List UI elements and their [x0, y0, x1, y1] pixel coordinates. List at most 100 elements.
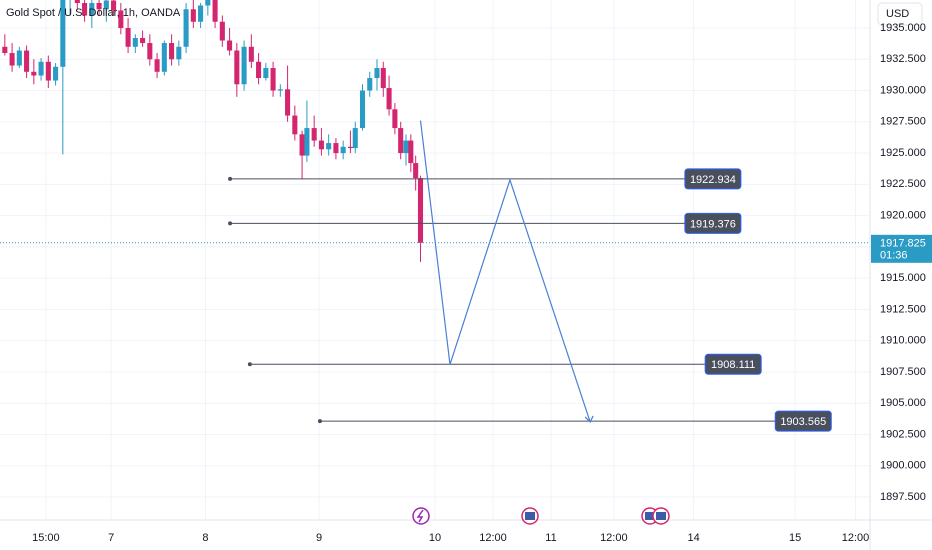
candle-body — [82, 3, 88, 16]
candle-body — [38, 61, 44, 76]
candle-body — [96, 3, 102, 10]
y-tick-label: 1897.500 — [880, 491, 926, 503]
projection-path — [419, 120, 591, 423]
candle-body — [205, 0, 211, 6]
x-tick-label: 9 — [316, 532, 322, 544]
x-tick-label: 12:00 — [600, 532, 628, 544]
x-tick-label: 11 — [545, 532, 556, 544]
candle-body — [16, 50, 22, 66]
candle-body — [347, 146, 353, 149]
candle-body — [103, 0, 109, 10]
candle-body — [132, 38, 138, 47]
candle-body — [140, 38, 146, 44]
current-price-box — [871, 234, 932, 263]
candle-body — [2, 46, 8, 54]
candle-body — [169, 43, 175, 60]
candle-body — [340, 146, 346, 154]
candle-body — [311, 128, 317, 141]
y-tick-label: 1920.000 — [880, 210, 926, 222]
y-tick-label: 1900.000 — [880, 460, 926, 472]
candle-body — [183, 9, 189, 47]
candle-body — [111, 0, 117, 11]
x-tick-label: 15 — [789, 532, 801, 544]
event-icon[interactable] — [412, 507, 430, 525]
candle-body — [248, 46, 254, 62]
y-tick-label: 1912.500 — [880, 303, 926, 315]
y-tick-label: 1922.500 — [880, 178, 926, 190]
candle-body — [277, 89, 283, 91]
countdown-label: 01:36 — [880, 250, 908, 262]
candle-body — [333, 143, 339, 154]
candle-body — [270, 68, 276, 91]
level-label: 1903.565 — [780, 416, 826, 428]
x-tick-label: 14 — [687, 532, 699, 544]
candle-body — [74, 0, 80, 4]
candle-body — [374, 68, 380, 79]
candle-body — [256, 61, 262, 79]
candle-body — [367, 78, 373, 91]
level-box — [774, 410, 832, 432]
candle-body — [299, 134, 305, 156]
y-tick-label: 1927.500 — [880, 116, 926, 128]
currency-button[interactable] — [877, 2, 923, 26]
y-tick-label: 1907.500 — [880, 366, 926, 378]
candle-body — [318, 140, 324, 150]
y-tick-label: 1935.000 — [880, 22, 926, 34]
level-box — [684, 212, 742, 234]
candle-body — [227, 40, 233, 51]
candle-body — [326, 143, 332, 150]
candle-body — [403, 140, 409, 154]
level-box — [684, 168, 742, 190]
candle-body — [24, 50, 30, 72]
candle-body — [413, 163, 419, 179]
candle-body — [234, 50, 240, 85]
candle-body — [417, 178, 424, 243]
x-tick-label: 8 — [202, 532, 208, 544]
candle-body — [161, 43, 167, 72]
candle-body — [147, 43, 153, 60]
candle-body — [89, 3, 95, 16]
candle-body — [352, 128, 358, 149]
currency-label: USD — [886, 8, 909, 20]
flag-glyph — [525, 512, 535, 520]
candle-body — [292, 115, 298, 135]
y-tick-label: 1910.000 — [880, 335, 926, 347]
level-label: 1908.111 — [711, 359, 755, 371]
x-tick-label: 7 — [108, 532, 114, 544]
candle-body — [263, 68, 269, 79]
x-tick-label: 10 — [429, 532, 441, 544]
candle-body — [31, 71, 37, 76]
y-tick-label: 1930.000 — [880, 84, 926, 96]
event-icon-glyph — [416, 509, 424, 523]
level-label: 1922.934 — [690, 174, 736, 186]
candle-body — [212, 0, 218, 22]
y-tick-label: 1905.000 — [880, 397, 926, 409]
candle-body — [125, 28, 131, 47]
candle-body — [241, 46, 247, 85]
candle-body — [60, 0, 66, 67]
candle-body — [9, 53, 15, 66]
flag-glyph — [645, 512, 655, 520]
candle-body — [45, 61, 51, 81]
x-tick-label: 15:00 — [32, 532, 60, 544]
candle-body — [304, 128, 310, 156]
level-anchor — [228, 176, 233, 181]
y-tick-label: 1902.500 — [880, 428, 926, 440]
chart-title: Gold Spot / U.S. Dollar, 1h, OANDA — [6, 7, 181, 19]
candle-body — [198, 5, 204, 22]
candle-body — [398, 128, 404, 154]
candle-body — [359, 90, 366, 129]
level-anchor — [228, 221, 233, 226]
candle-body — [408, 140, 414, 164]
candle-body — [176, 46, 182, 60]
y-tick-label: 1925.000 — [880, 147, 926, 159]
current-price-label: 1917.825 — [880, 238, 926, 250]
level-box — [704, 353, 762, 375]
candle-body — [219, 21, 225, 41]
candle-body — [53, 66, 59, 81]
x-tick-label: 12:00 — [479, 532, 507, 544]
projection-arrowhead — [584, 415, 594, 423]
x-tick-label: 12:00 — [842, 532, 870, 544]
